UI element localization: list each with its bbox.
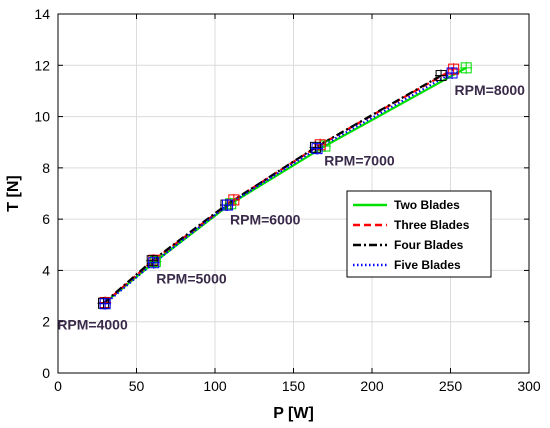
data-point [435, 69, 448, 82]
x-tick-label: 200 [360, 378, 384, 394]
x-tick-label: 250 [439, 378, 463, 394]
y-tick-label: 12 [34, 57, 50, 73]
rpm-annotation: RPM=8000 [455, 82, 526, 98]
legend-entry: Three Blades [394, 218, 470, 232]
x-tick-label: 300 [517, 378, 541, 394]
x-tick-label: 0 [54, 378, 62, 394]
rpm-annotation: RPM=7000 [324, 152, 395, 168]
data-point [311, 142, 324, 155]
rpm-annotation: RPM=4000 [57, 316, 128, 332]
series-line-3 [102, 74, 442, 305]
rpm-annotation: RPM=6000 [230, 211, 301, 227]
legend: Two Blades Three Blades Four Blades Five Bl… [346, 190, 492, 278]
x-tick-label: 50 [129, 378, 145, 394]
y-tick-label: 2 [42, 314, 50, 330]
y-tick-label: 0 [42, 365, 50, 381]
data-point [460, 61, 473, 74]
annotation-group: RPM=4000 RPM=5000 RPM=6000 RPM=7000 RPM=8000 [57, 82, 525, 333]
x-tick-label: 150 [282, 378, 306, 394]
y-tick-label: 4 [42, 262, 50, 278]
y-tick-label: 14 [34, 6, 50, 22]
data-point [99, 297, 112, 310]
data-point [221, 199, 234, 212]
rpm-annotation: RPM=5000 [156, 270, 227, 286]
legend-entry: Two Blades [394, 198, 460, 212]
axis-ticks: 0 50 100 150 200 250 300 0 2 4 6 8 10 12 14 [34, 6, 540, 394]
legend-entry: Four Blades [394, 238, 464, 252]
x-tick-label: 100 [203, 378, 227, 394]
legend-entry: Five Blades [394, 258, 461, 272]
y-axis-label: T [N] [5, 175, 22, 211]
data-point [446, 66, 459, 79]
y-tick-label: 10 [34, 109, 50, 125]
y-tick-label: 6 [42, 211, 50, 227]
data-point [147, 256, 160, 269]
y-tick-label: 8 [42, 160, 50, 176]
marker-group [97, 61, 473, 310]
x-axis-label: P [W] [273, 405, 314, 422]
data-point [146, 254, 159, 267]
